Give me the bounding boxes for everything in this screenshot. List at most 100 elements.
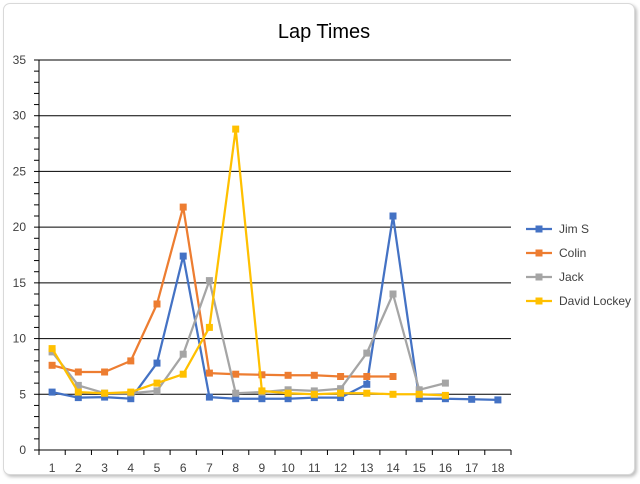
data-point [101,368,109,376]
data-point [232,389,240,397]
data-point [232,395,240,403]
data-point [310,371,318,379]
y-tick-label: 5 [19,387,26,401]
legend-label: David Lockey [559,294,631,308]
data-point [415,395,423,403]
y-tick-label: 10 [13,332,27,346]
legend-item: David Lockey [526,294,631,308]
y-tick-label: 20 [13,220,27,234]
data-point [363,380,371,388]
x-tick-label: 16 [439,461,453,475]
x-tick-label: 17 [465,461,479,475]
x-tick-label: 3 [101,461,108,475]
data-point [389,390,397,398]
y-tick-label: 0 [19,443,26,457]
legend-marker [535,249,543,257]
x-tick-label: 10 [281,461,295,475]
x-tick-label: 15 [413,461,427,475]
legend-label: Jack [559,270,585,284]
data-point [179,370,187,378]
x-tick-label: 7 [206,461,213,475]
data-point [337,389,345,397]
series-colin [48,203,397,380]
y-tick-label: 15 [13,276,27,290]
data-point [127,395,135,403]
data-point [258,371,266,379]
legend-item: Colin [526,246,586,260]
data-point [48,388,56,396]
data-point [389,290,397,298]
x-tick-label: 11 [308,461,321,475]
gridlines [39,59,511,395]
data-point [337,394,345,402]
legend-item: Jack [526,270,585,284]
x-tick-label: 8 [232,461,239,475]
x-tick-label: 9 [259,461,266,475]
x-tick-label: 14 [386,461,400,475]
legend: Jim S Colin Jack David Lockey [526,222,631,308]
data-point [101,389,109,397]
data-point [205,277,213,285]
data-point [389,212,397,220]
data-point [205,369,213,377]
y-tick-label: 35 [13,53,27,67]
legend-marker [535,273,543,281]
series-jack [48,277,449,397]
data-point [74,368,82,376]
x-tick-label: 4 [127,461,134,475]
data-point [441,379,449,387]
x-tick-label: 6 [180,461,187,475]
data-point [389,373,397,380]
data-point [232,370,240,378]
data-point [232,125,240,133]
y-tick-label: 25 [13,164,27,178]
series-line [51,214,498,402]
data-point [415,386,423,394]
x-tick-label: 2 [75,461,82,475]
data-point [48,345,56,353]
data-point [363,373,371,380]
data-point [284,395,292,403]
data-point [310,390,318,398]
x-tick-label: 13 [360,461,374,475]
data-point [101,393,109,401]
data-point [179,252,187,260]
legend-label: Jim S [559,222,589,236]
data-point [441,391,449,399]
legend-marker [535,225,543,233]
data-point [127,357,135,365]
data-point [337,373,345,380]
series-lines [48,125,502,404]
data-point [258,387,266,395]
legend-label: Colin [559,246,586,260]
series-line [51,205,393,378]
data-point [48,361,56,369]
legend-item: Jim S [526,222,589,236]
data-point [205,393,213,401]
data-point [153,300,161,308]
x-tick-label: 5 [154,461,161,475]
x-tick-label: 18 [491,461,505,475]
data-point [74,394,82,402]
data-point [258,395,266,403]
data-point [179,203,187,211]
data-point [363,389,371,397]
chart-area: Lap Times 0 5 10 15 20 25 30 35 1 2 3 4 5 6 7 8 9 10 11 12 1… [3,3,635,475]
data-point [153,387,161,395]
data-point [468,395,476,403]
series-david-lockey [48,125,449,399]
data-point [179,350,187,358]
data-point [363,349,371,357]
x-tick-label: 12 [334,461,348,475]
y-tick-label: 30 [13,109,27,123]
data-point [284,389,292,397]
legend-marker [535,297,543,305]
data-point [153,379,161,387]
data-point [205,323,213,331]
chart-title: Lap Times [278,21,370,43]
data-point [127,388,135,396]
data-point [284,371,292,379]
data-point [415,390,423,398]
